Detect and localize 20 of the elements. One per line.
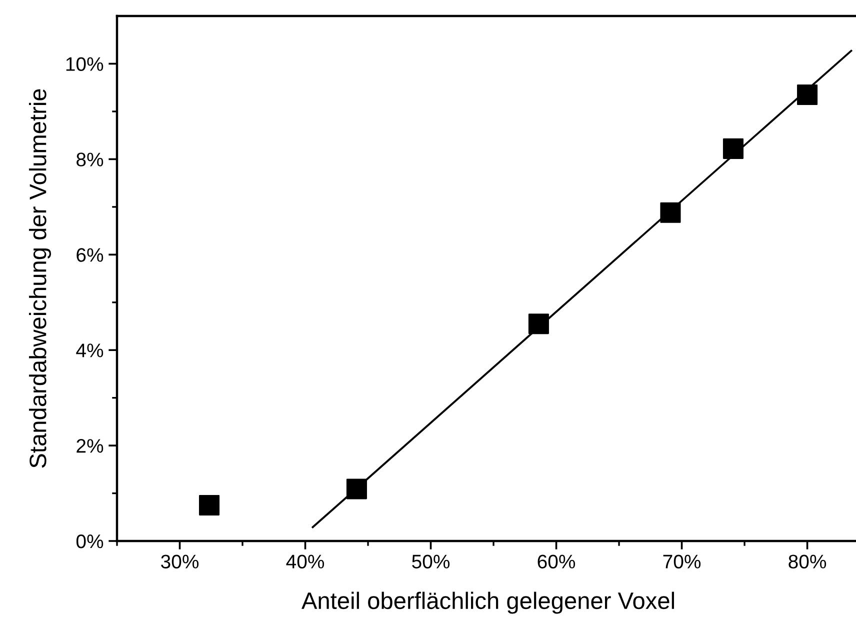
x-axis-title: Anteil oberflächlich gelegener Voxel xyxy=(302,592,674,614)
point xyxy=(346,478,367,500)
x-tick-label: 50% xyxy=(412,554,450,568)
point xyxy=(660,202,681,223)
x-tick-label: 40% xyxy=(286,554,324,568)
x-tick-label: 30% xyxy=(161,554,199,568)
y-tick-label: 4% xyxy=(76,344,104,358)
y-tick-label: 0% xyxy=(76,534,104,548)
x-tick-label: 80% xyxy=(788,554,826,568)
x-tick-label: 60% xyxy=(538,554,576,568)
y-axis-title: Standardabweichung der Volumetrie xyxy=(28,89,51,468)
point xyxy=(528,314,549,334)
point xyxy=(797,84,818,106)
x-tick-label: 70% xyxy=(663,554,701,568)
y-tick-label: 2% xyxy=(76,439,104,453)
y-tick-label: 10% xyxy=(66,57,104,71)
y-tick-label: 8% xyxy=(76,152,104,166)
y-tick-label: 6% xyxy=(76,248,104,262)
point xyxy=(722,138,744,159)
point xyxy=(198,494,220,516)
